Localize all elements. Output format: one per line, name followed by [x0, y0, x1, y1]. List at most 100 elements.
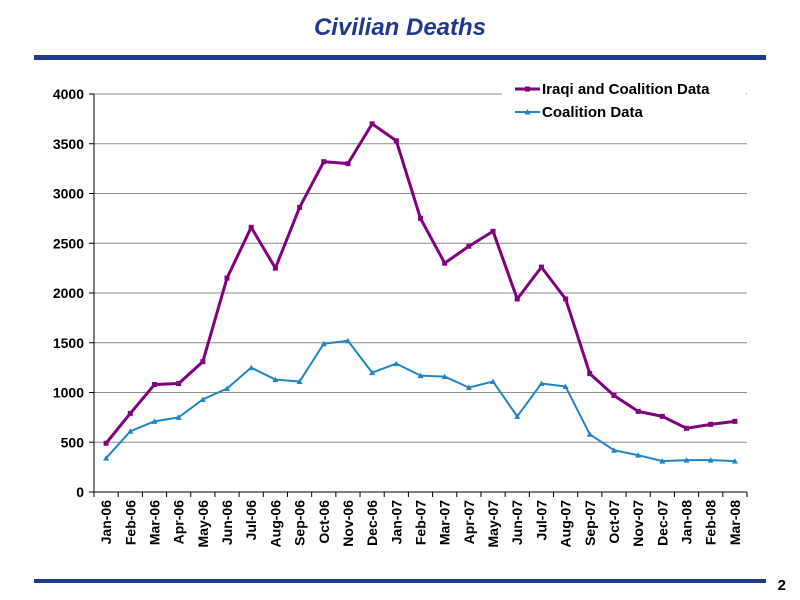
data-point	[344, 337, 351, 344]
y-tick-label: 1500	[53, 335, 84, 351]
data-point	[103, 440, 109, 446]
data-point	[731, 458, 738, 464]
data-point	[417, 372, 424, 379]
data-point	[393, 360, 400, 367]
x-tick-label: Jan-08	[679, 500, 695, 545]
x-tick-label: Feb-06	[122, 500, 138, 545]
page-number: 2	[777, 577, 786, 594]
data-point	[524, 109, 531, 115]
x-tick-label: Nov-06	[340, 500, 356, 547]
x-tick-label: Sep-06	[292, 500, 308, 546]
x-tick-label: Apr-07	[461, 500, 477, 545]
data-point	[369, 121, 375, 127]
legend: Iraqi and Coalition Data Coalition Data	[502, 78, 746, 124]
footer-divider	[34, 579, 766, 583]
y-tick-label: 3000	[53, 186, 84, 202]
x-tick-label: May-06	[195, 500, 211, 548]
x-tick-label: Feb-08	[703, 500, 719, 545]
data-point	[224, 275, 230, 281]
data-point	[514, 413, 521, 419]
data-point	[441, 373, 448, 380]
data-point	[490, 228, 496, 234]
series-group	[103, 121, 738, 464]
x-tick-label: Oct-07	[606, 500, 622, 544]
series-coalition-data	[103, 337, 738, 464]
data-point	[563, 296, 569, 302]
data-point	[200, 359, 206, 365]
data-point	[272, 376, 279, 383]
data-point	[248, 364, 255, 371]
data-point	[369, 369, 376, 376]
data-point	[538, 264, 544, 270]
data-point	[587, 371, 593, 377]
data-point	[514, 296, 520, 302]
data-point	[320, 340, 327, 347]
data-point	[707, 457, 714, 463]
data-point	[224, 385, 231, 392]
x-tick-label: Jun-07	[509, 500, 525, 545]
data-point	[586, 431, 593, 437]
x-tick-label: Apr-06	[171, 500, 187, 545]
legend-label: Coalition Data	[542, 104, 643, 121]
legend-box	[502, 78, 746, 124]
data-point	[683, 457, 690, 463]
x-tick-label: Jun-06	[219, 500, 235, 545]
data-point	[562, 383, 569, 390]
data-point	[103, 455, 110, 461]
x-tick-label: Mar-08	[727, 500, 743, 545]
y-tick-label: 2000	[53, 285, 84, 301]
x-tick-label: Aug-06	[267, 500, 283, 548]
x-tick-label: May-07	[485, 500, 501, 548]
data-point	[127, 410, 133, 416]
data-point	[610, 447, 617, 453]
data-point	[393, 138, 399, 144]
title-divider	[34, 55, 766, 60]
data-point	[466, 243, 472, 249]
x-tick-label: Jul-07	[533, 500, 549, 541]
legend-label: Iraqi and Coalition Data	[542, 81, 710, 98]
data-point	[659, 458, 666, 464]
slide-title: Civilian Deaths	[313, 14, 487, 41]
data-point	[418, 215, 423, 221]
gridlines	[94, 93, 747, 443]
x-tick-label: Dec-07	[654, 500, 670, 546]
data-point	[127, 428, 134, 434]
data-point	[297, 204, 303, 210]
data-point	[272, 265, 278, 271]
data-point	[199, 396, 206, 402]
data-point	[525, 86, 530, 92]
x-tick-label: Mar-06	[146, 500, 162, 545]
x-tick-label: Aug-07	[558, 500, 574, 548]
y-tick-label: 2500	[53, 235, 84, 251]
y-axis-ticks: 0 500 1000 1500 2000 2500 3000 3500 4000	[53, 86, 94, 500]
y-tick-label: 500	[61, 434, 85, 450]
data-point	[176, 381, 182, 387]
x-tick-label: Dec-06	[364, 500, 380, 546]
data-point	[296, 378, 303, 385]
y-tick-label: 0	[76, 484, 84, 500]
x-tick-label: Jul-06	[243, 500, 259, 541]
data-point	[321, 159, 327, 165]
series-line	[104, 122, 736, 445]
data-point	[175, 414, 182, 420]
x-tick-label: Nov-07	[630, 500, 646, 547]
x-tick-label: Sep-07	[582, 500, 598, 546]
x-axis-ticks: Jan-06 Feb-06 Mar-06 Apr-06 May-06 Jun-06 Jul-…	[93, 492, 748, 548]
data-point	[538, 380, 545, 387]
x-tick-label: Oct-06	[316, 500, 332, 544]
x-tick-label: Feb-07	[413, 500, 429, 545]
y-tick-label: 1000	[53, 385, 84, 401]
data-point	[151, 418, 158, 424]
data-point	[684, 425, 690, 431]
y-tick-label: 4000	[53, 86, 84, 102]
data-point	[465, 384, 472, 391]
data-point	[659, 413, 665, 419]
data-point	[708, 421, 714, 427]
series-iraqi-and-coalition-data	[103, 121, 738, 446]
data-point	[635, 408, 641, 414]
x-tick-label: Jan-07	[388, 500, 404, 545]
data-point	[151, 382, 157, 388]
data-point	[442, 260, 448, 266]
data-point	[611, 392, 617, 398]
